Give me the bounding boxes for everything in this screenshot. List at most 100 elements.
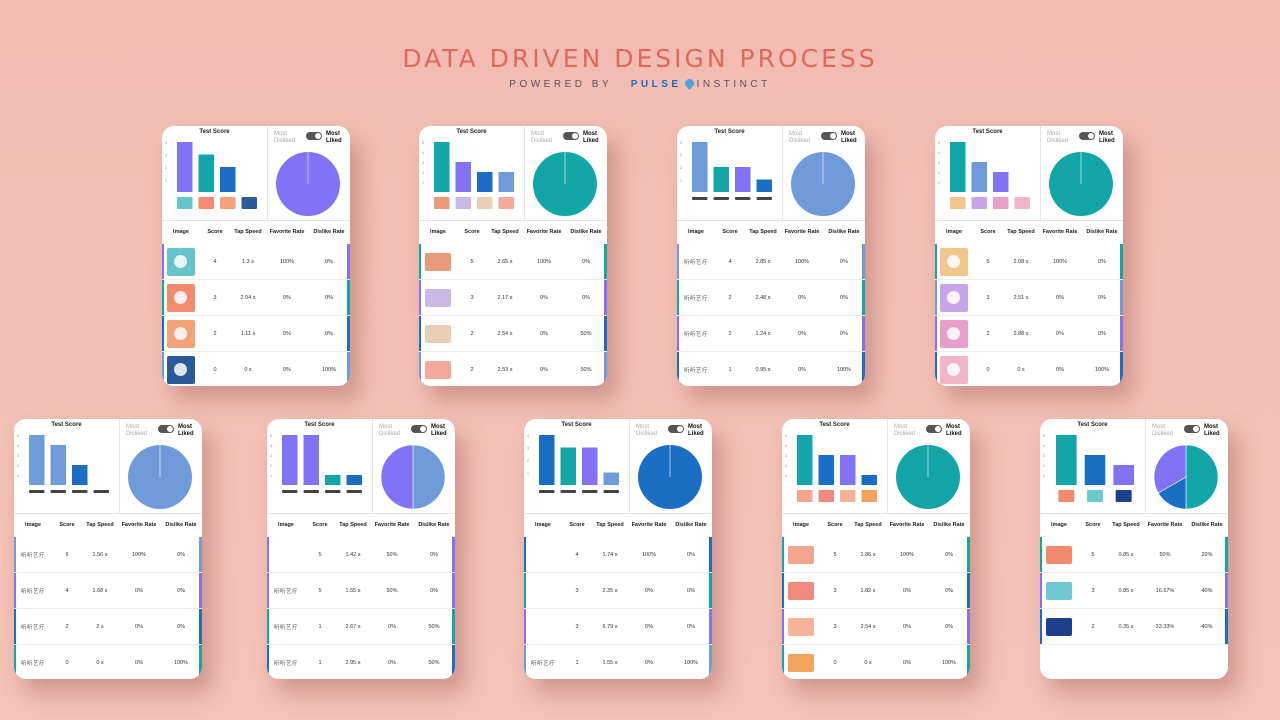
row-accent-right [967,609,970,644]
tap-speed-value: 2.95 s [345,659,361,666]
like-toggle[interactable] [411,425,427,433]
like-toggle[interactable] [1184,425,1200,433]
score-value: 0 [986,366,990,373]
like-toggle[interactable] [926,425,942,433]
table-row[interactable]: 2 2.54 s 0% 50% [419,316,607,352]
table-row[interactable]: 听听艺疗 1 2.95 s 0% 50% [267,645,455,679]
y-tick-label: 1 [938,181,940,185]
row-accent-right [199,537,202,572]
dislike-rate-value: 0% [945,623,953,630]
dislike-rate-value: 0% [1098,330,1106,337]
table-row[interactable]: 3 2.35 s 0% 0% [524,573,712,609]
table-row[interactable]: 听听艺疗 2 2.48 s 0% 0% [677,280,865,316]
dislike-rate-value: 100% [1094,366,1110,373]
table-row[interactable]: 3 2.04 s 0% 0% [162,280,350,316]
image-wordmark: 听听艺疗 [683,295,708,302]
table-row[interactable]: 听听艺疗 1 1.55 s 0% 100% [524,645,712,679]
row-accent-right [709,609,712,644]
table-row[interactable]: 2 1.11 s 0% 0% [162,316,350,352]
table-row[interactable]: 3 6.79 s 0% 0% [524,609,712,645]
like-toggle[interactable] [306,132,322,140]
image-cell: 听听艺疗 [524,659,562,667]
tap-speed-value: 0 s [96,659,104,666]
row-accent-left [162,280,164,315]
table-row[interactable]: 2 0.35 s 33.33% 40% [1040,609,1228,645]
most-disliked-label: Most Disliked [126,424,148,437]
image-thumbnail [167,355,195,384]
table-row[interactable]: 听听艺疗 0 0 s 0% 100% [14,645,202,679]
dislike-rate-value: 0% [325,330,333,337]
like-toggle-row: Most Disliked Most Liked [272,130,346,146]
dislike-rate-value: 0% [430,587,438,594]
image-cell [782,581,820,600]
table-row[interactable]: 听听艺疗 1 2.67 s 0% 50% [267,609,455,645]
table-row[interactable]: 3 0.85 s 16.67% 40% [1040,573,1228,609]
like-toggle[interactable] [821,132,837,140]
row-accent-right [967,537,970,572]
table-row[interactable]: 0 0 s 0% 100% [782,645,970,679]
row-accent-left [14,573,16,608]
table-row[interactable]: 5 1.86 s 100% 0% [782,537,970,573]
table-row[interactable]: 听听艺疗 2 2 s 0% 0% [14,609,202,645]
y-tick-label: 5 [785,434,787,438]
column-header: Image [25,522,41,528]
table-row[interactable]: 听听艺疗 6 1.56 s 100% 0% [14,537,202,573]
row-accent-left [267,645,269,679]
table-row[interactable]: 5 1.42 s 50% 0% [267,537,455,573]
table-row[interactable]: 5 2.65 s 100% 0% [419,244,607,280]
table-row[interactable]: 0 0 s 0% 100% [935,352,1123,386]
row-accent-right [709,645,712,679]
table-row[interactable]: 2 2.53 s 0% 50% [419,352,607,386]
score-value: 1 [318,659,322,666]
table-row[interactable]: 听听艺疗 2 1.24 s 0% 0% [677,316,865,352]
table-row[interactable]: 3 2.54 s 0% 0% [782,609,970,645]
table-row[interactable]: 听听艺疗 4 2.85 s 100% 0% [677,244,865,280]
results-table: 5 0.85 s 50% 20% 3 0.85 s 16.67% 40% 2 0.35 s 33.3… [1040,537,1228,645]
favorite-rate-value: 0% [1056,330,1064,337]
like-toggle-row: Most Disliked Most Liked [124,423,198,439]
row-accent-right [604,280,607,315]
table-row[interactable]: 4 1.3 s 100% 0% [162,244,350,280]
favorite-rate-value: 100% [899,551,915,558]
table-row[interactable]: 2 2.88 s 0% 0% [935,316,1123,352]
table-row[interactable]: 听听艺疗 1 0.95 s 0% 100% [677,352,865,386]
dislike-rate-value: 0% [840,294,848,301]
most-liked-label: Most Liked [946,424,962,437]
bar-thumbnail [455,197,471,209]
score-bar [1056,435,1077,485]
row-accent-right [604,316,607,351]
bar-thumbnail [498,197,514,209]
column-header: Dislike Rate [675,522,707,528]
table-row[interactable]: 4 1.74 s 100% 0% [524,537,712,573]
image-wordmark: 听听艺疗 [530,660,555,667]
image-thumbnail [167,283,195,312]
favorite-rate-value: 50% [386,587,398,594]
table-row[interactable]: 3 1.82 s 0% 0% [782,573,970,609]
table-row[interactable]: 5 0.85 s 50% 20% [1040,537,1228,573]
column-header: Score [1085,522,1101,528]
table-row[interactable]: 3 2.17 s 0% 0% [419,280,607,316]
table-row[interactable]: 听听艺疗 4 1.68 s 0% 0% [14,573,202,609]
row-accent-left [524,573,526,608]
favorite-rate-value: 100% [131,551,147,558]
row-accent-right [604,244,607,279]
like-toggle[interactable] [668,425,684,433]
favorite-rate-value: 100% [641,551,657,558]
page-title: DATA DRIVEN DESIGN PROCESS [402,44,878,73]
table-row[interactable]: 听听艺疗 5 1.55 s 50% 0% [267,573,455,609]
row-accent-right [862,244,865,279]
table-row[interactable]: 3 2.51 s 0% 0% [935,280,1123,316]
dislike-rate-value: 50% [580,366,592,373]
image-wordmark: 听听艺疗 [20,660,45,667]
table-row[interactable]: 0 0 s 0% 100% [162,352,350,386]
pie-chart [896,445,960,509]
column-header: Image [1051,522,1067,528]
y-tick-label: 3 [17,454,19,458]
row-accent-right [199,573,202,608]
table-row[interactable]: 5 2.08 s 100% 0% [935,244,1123,280]
like-toggle[interactable] [563,132,579,140]
card-summary: Test Score 1 2 3 4 5 Most Disliked Most Liked [782,419,970,514]
like-toggle[interactable] [158,425,174,433]
like-toggle[interactable] [1079,132,1095,140]
